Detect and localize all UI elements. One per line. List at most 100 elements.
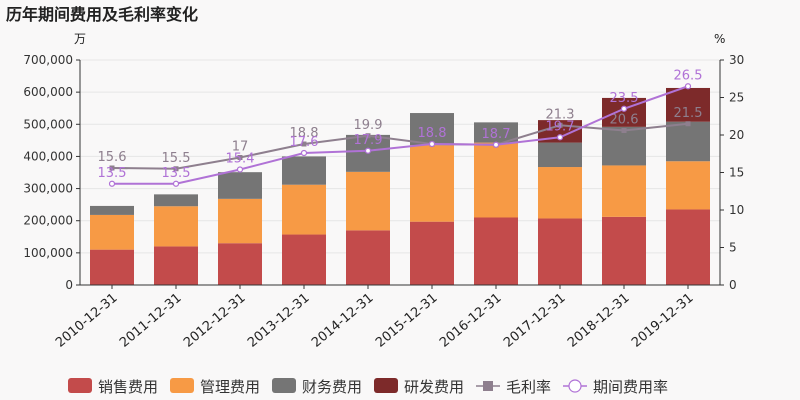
- line-point: [556, 134, 564, 141]
- line-point: [684, 83, 692, 90]
- bar-segment: [282, 184, 326, 235]
- legend-swatch: [170, 378, 194, 393]
- x-tick-label: 2016-12-31: [437, 291, 505, 351]
- line-layer: 15.6 15.5 17 18.8 19.9 21.3 20.6 21.5 13.5 13.5 15…: [98, 68, 703, 187]
- right-tick-label: 15: [729, 166, 744, 180]
- data-label: 19.9: [354, 118, 383, 133]
- legend-swatch: [272, 378, 296, 393]
- bar-segment: [474, 217, 518, 285]
- data-label: 17.6: [290, 135, 319, 150]
- line-point: [620, 105, 628, 112]
- bar-segment: [666, 161, 710, 210]
- x-tick-label: 2013-12-31: [245, 291, 313, 351]
- x-tick-label: 2011-12-31: [117, 291, 185, 351]
- legend-label: 研发费用: [404, 378, 464, 396]
- line-point: [557, 122, 563, 128]
- data-label: 18.8: [418, 126, 447, 141]
- bar-segment: [282, 234, 326, 285]
- line-point: [173, 166, 179, 172]
- chart-title: 历年期间费用及毛利率变化: [6, 5, 198, 24]
- legend-marker: [483, 381, 493, 391]
- bar-segment: [410, 145, 454, 222]
- x-tick-label: 2015-12-31: [373, 291, 441, 351]
- bar-segment: [90, 249, 134, 285]
- bar-segment: [154, 194, 198, 207]
- bar-segment: [474, 142, 518, 218]
- bar-segment: [538, 167, 582, 219]
- bar-segment: [538, 218, 582, 285]
- left-tick-label: 0: [65, 278, 73, 292]
- right-tick-label: 0: [729, 278, 737, 292]
- bar-segment: [346, 230, 390, 285]
- bar-segment: [666, 209, 710, 285]
- right-tick-label: 30: [729, 53, 744, 67]
- bar-segment: [218, 243, 262, 285]
- left-tick-label: 600,000: [23, 85, 73, 99]
- x-tick-label: 2014-12-31: [309, 291, 377, 351]
- x-tick-label: 2017-12-31: [501, 291, 569, 351]
- line-point: [685, 121, 691, 127]
- legend-label: 财务费用: [302, 378, 362, 396]
- data-label: 15.5: [162, 151, 191, 166]
- data-label: 23.5: [610, 91, 639, 106]
- bar-segment: [666, 87, 710, 122]
- bar-segment: [602, 216, 646, 285]
- line-point: [301, 141, 307, 147]
- data-label: 21.3: [546, 107, 575, 122]
- data-label: 20.6: [610, 113, 639, 128]
- bar-segment: [410, 113, 454, 146]
- line-point: [621, 128, 627, 133]
- line-point: [109, 165, 115, 171]
- data-label: 19.7: [546, 119, 575, 134]
- data-label: 13.5: [162, 166, 191, 181]
- legend-label: 毛利率: [506, 378, 551, 396]
- line-point: [300, 149, 308, 157]
- x-tick-label: 2012-12-31: [181, 291, 249, 351]
- x-tick-label: 2019-12-31: [629, 291, 697, 351]
- legend: 销售费用 管理费用 财务费用 研发费用 毛利率 期间费用率: [68, 378, 668, 396]
- line-point: [365, 133, 371, 139]
- data-label: 18.8: [290, 126, 319, 141]
- bar-segment: [346, 171, 390, 231]
- bar-segment: [90, 214, 134, 250]
- bar-segment: [602, 126, 646, 166]
- bar-segment: [218, 198, 262, 244]
- legend-swatch: [374, 378, 398, 393]
- right-tick-label: 10: [729, 203, 744, 217]
- bar-segment: [410, 221, 454, 285]
- bar-segment: [218, 172, 262, 199]
- left-axis-unit: 万: [74, 32, 86, 46]
- bar-segment: [154, 206, 198, 247]
- bar-segment: [538, 142, 582, 168]
- line-point: [364, 147, 372, 154]
- bar-segment: [602, 165, 646, 217]
- x-tick-label: 2010-12-31: [53, 291, 121, 351]
- data-label: 26.5: [674, 68, 703, 83]
- data-label: 21.5: [674, 106, 703, 121]
- bar-segment: [474, 122, 518, 143]
- right-tick-label: 20: [729, 128, 744, 142]
- left-tick-label: 300,000: [23, 182, 73, 196]
- left-tick-label: 100,000: [23, 246, 73, 260]
- data-label: 15.4: [226, 152, 255, 167]
- bar-segment: [154, 246, 198, 285]
- line-point: [492, 141, 500, 148]
- x-tick-label: 2018-12-31: [565, 291, 633, 351]
- legend-label: 管理费用: [200, 378, 260, 396]
- bar-segment: [90, 205, 134, 215]
- data-label: 17.9: [354, 133, 383, 148]
- bar-segment: [282, 156, 326, 185]
- line-point: [172, 180, 180, 187]
- line-point: [108, 180, 116, 187]
- legend-label: 期间费用率: [593, 378, 668, 396]
- data-label: 15.6: [98, 150, 127, 165]
- left-tick-label: 400,000: [23, 149, 73, 163]
- left-tick-label: 700,000: [23, 53, 73, 67]
- left-tick-label: 200,000: [23, 214, 73, 228]
- left-tick-label: 500,000: [23, 117, 73, 131]
- data-label: 13.5: [98, 166, 127, 181]
- legend-swatch: [68, 378, 92, 393]
- line-point: [236, 166, 244, 173]
- series-line: [112, 85, 689, 185]
